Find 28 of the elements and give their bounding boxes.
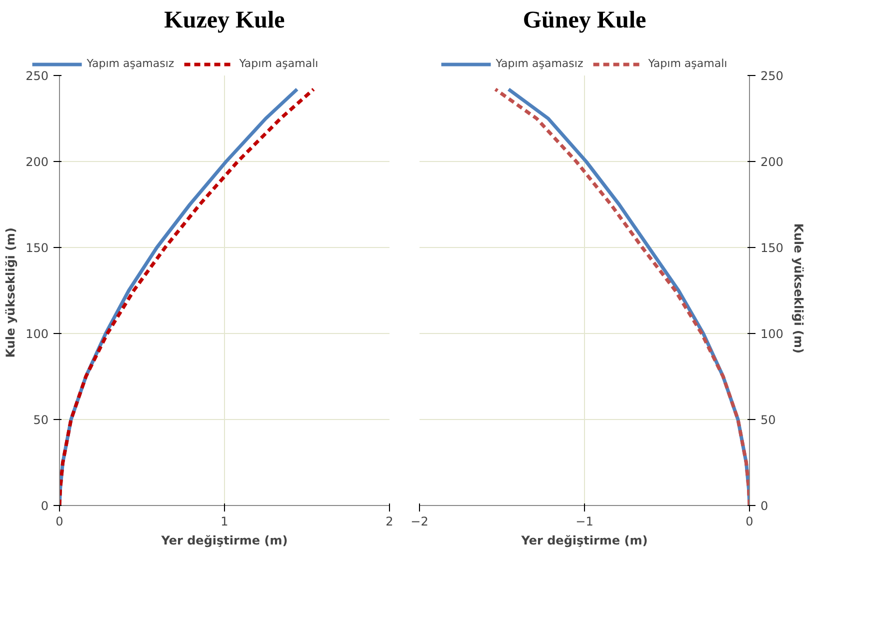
- x-axis-title: Yer değiştirme (m): [160, 534, 288, 548]
- y2-tick-label: 100: [760, 327, 784, 341]
- y2-tick-label: 150: [760, 241, 784, 255]
- x-tick-label: −2: [410, 514, 428, 528]
- legend-label: Yapım aşamalı: [239, 57, 318, 70]
- y2-tick-label: 250: [760, 69, 784, 83]
- chart-title: Kuzey Kule: [164, 8, 286, 34]
- legend-label: Yapım aşamasız: [86, 57, 174, 70]
- y-tick-label: 250: [26, 69, 48, 83]
- y2-tick-label: 0: [760, 499, 768, 513]
- y-tick-label: 0: [40, 499, 49, 513]
- y-tick-label: 150: [26, 241, 48, 255]
- x-tick-label: 0: [56, 514, 64, 528]
- y-axis-title: Kule yüksekliği (m): [4, 227, 18, 358]
- y2-tick-label: 50: [760, 413, 776, 427]
- legend-label: Yapım aşamasız: [496, 57, 584, 70]
- y-tick-label: 100: [26, 327, 48, 341]
- y-tick-label: 50: [33, 413, 49, 427]
- legend-label: Yapım aşamalı: [648, 57, 728, 70]
- x-tick-label: 0: [746, 514, 754, 528]
- x-tick-label: −1: [576, 514, 594, 528]
- x-axis-title: Yer değiştirme (m): [520, 534, 648, 548]
- y2-axis-title: Kule yüksekliği (m): [791, 223, 806, 354]
- y2-tick-label: 200: [760, 155, 784, 169]
- chart-title: Güney Kule: [522, 8, 647, 34]
- x-tick-label: 1: [220, 514, 228, 528]
- y-tick-label: 200: [26, 155, 48, 169]
- x-tick-label: 2: [386, 514, 394, 528]
